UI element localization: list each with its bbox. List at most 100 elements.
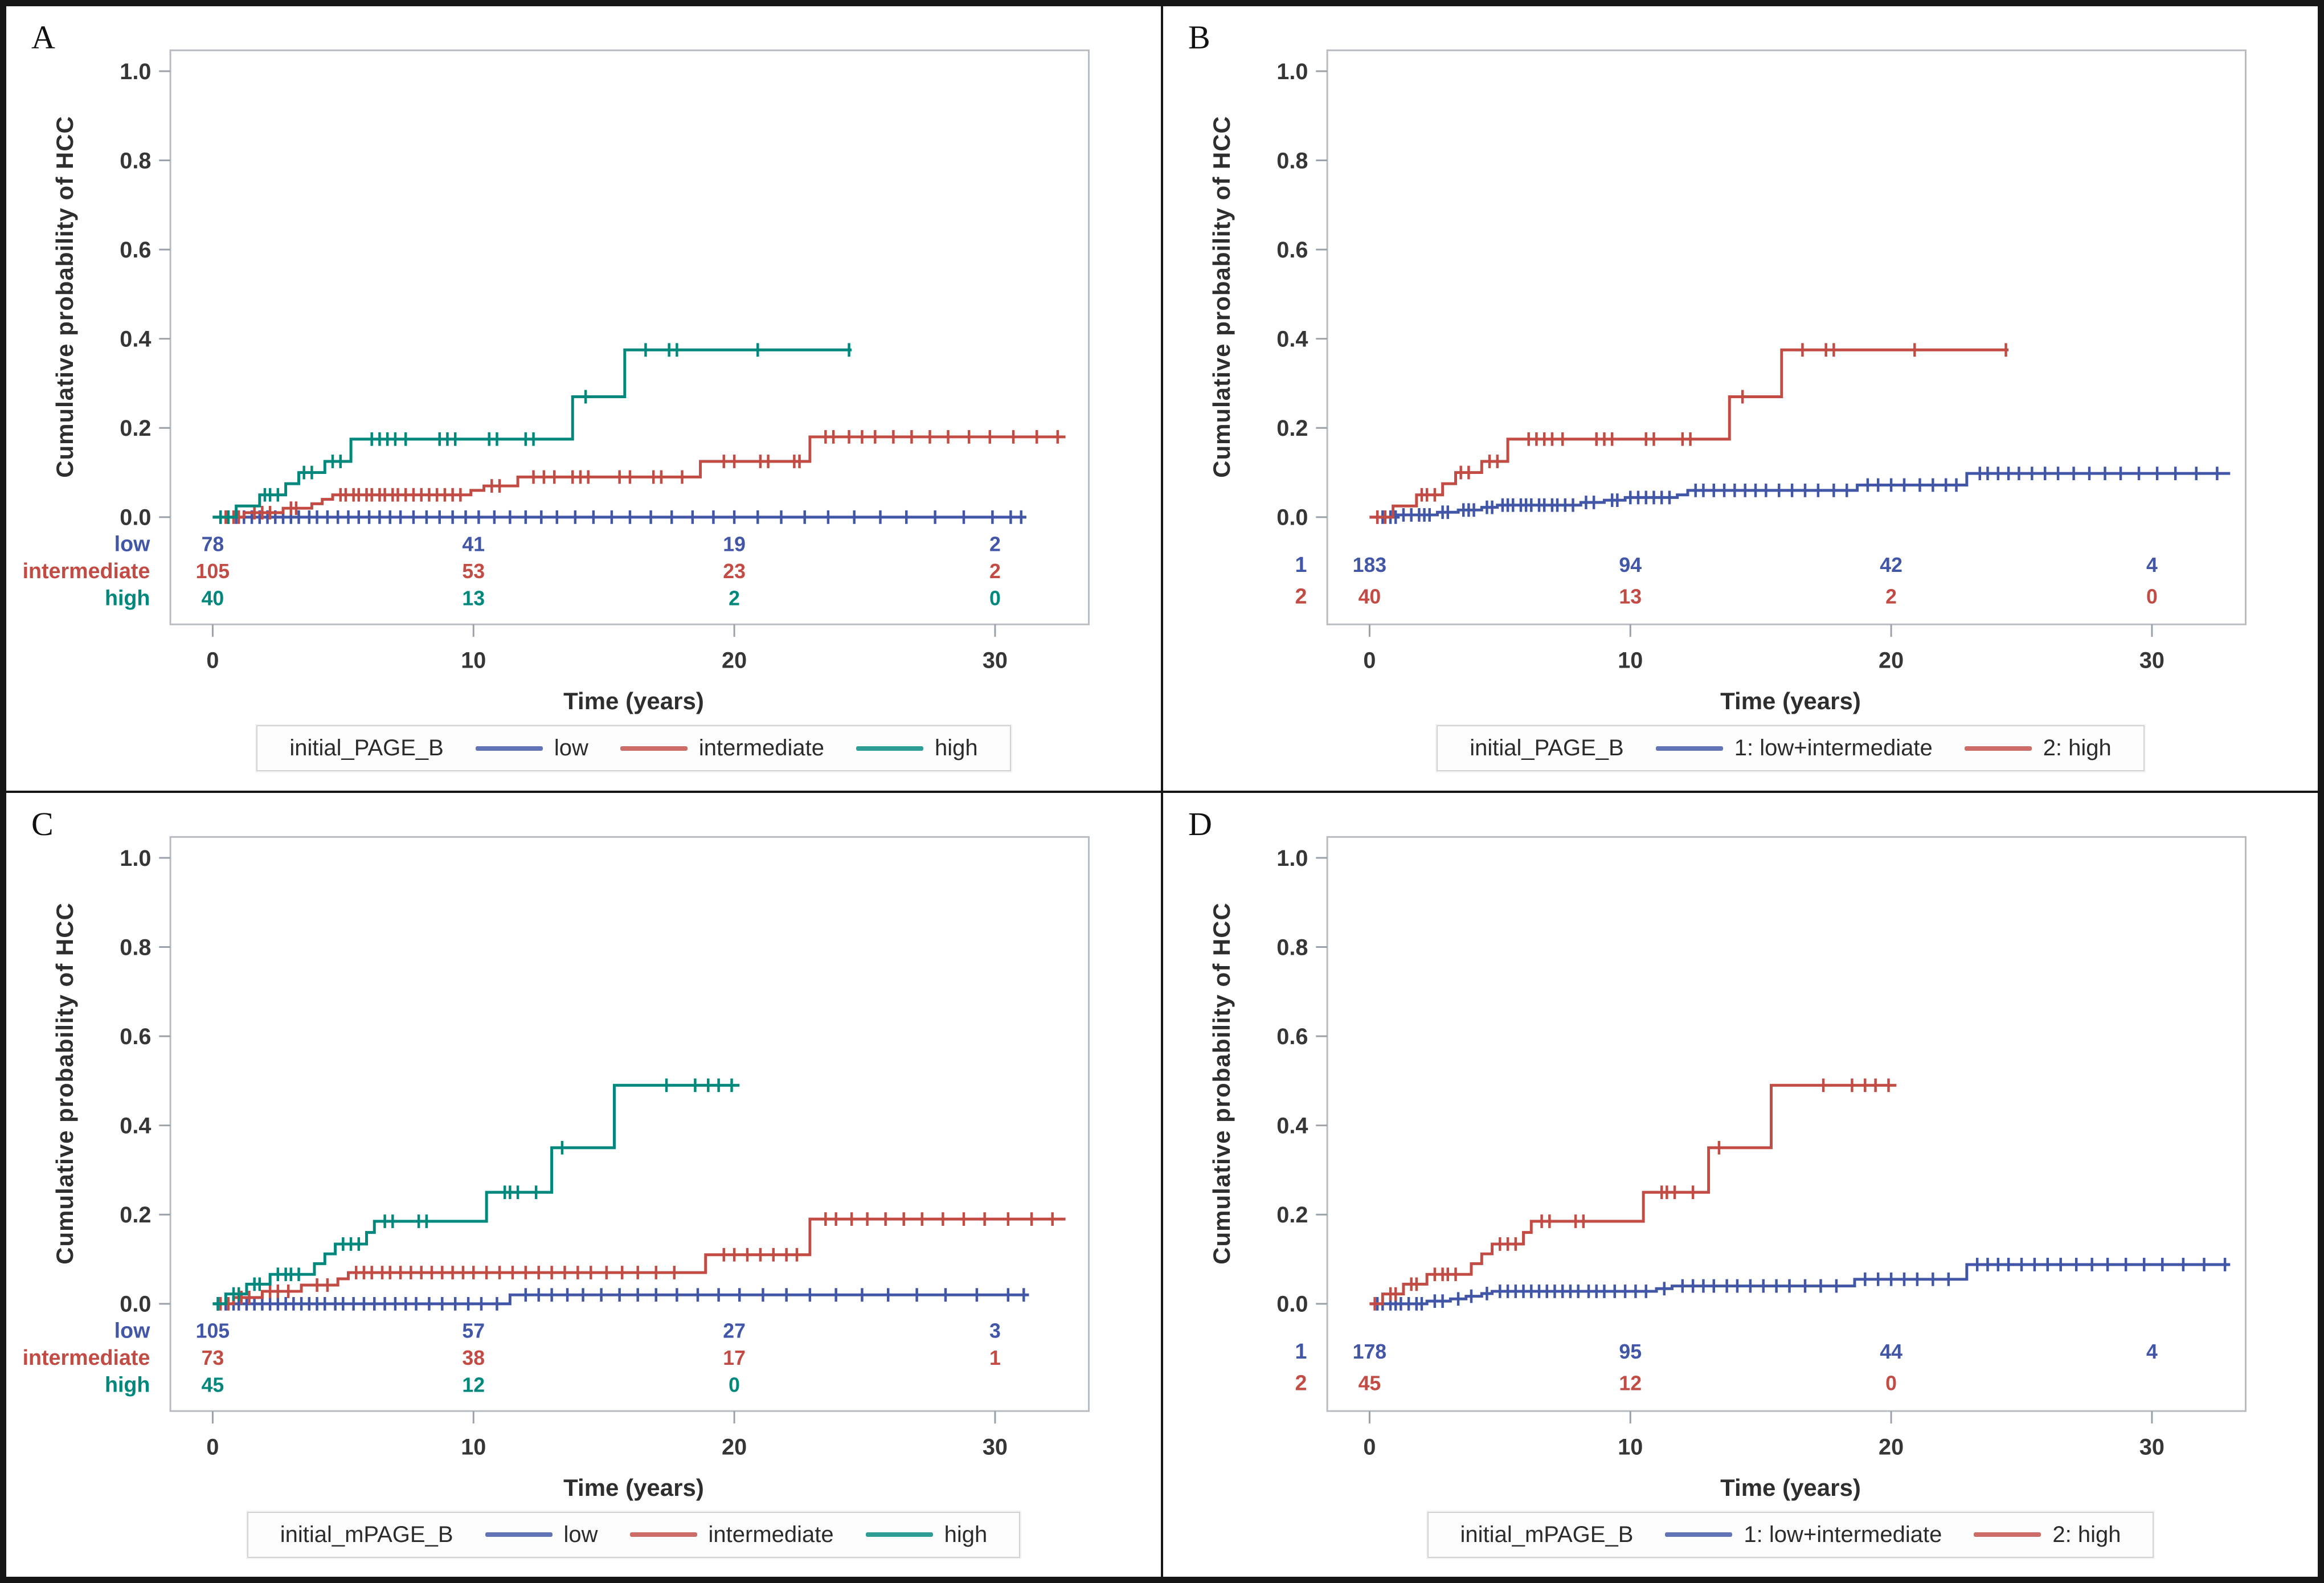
legend-label: low [563,1521,598,1547]
panel-d: D Cumulative probability of HCC 0.0 0.2 0.… [1162,791,2319,1578]
at-risk-count: 38 [462,1346,485,1369]
y-tick-label: 0.6 [1276,1024,1308,1049]
at-risk-count: 19 [723,533,746,555]
x-tick-label: 0 [206,1434,219,1459]
y-tick-label: 0.8 [1276,148,1308,173]
x-tick-label: 30 [983,1434,1008,1459]
at-risk-count: 13 [462,587,485,610]
plot-wall [169,49,1090,625]
at-risk-count: 57 [462,1319,485,1342]
x-tick-label: 10 [1618,1434,1643,1459]
series-curve-low [212,1293,1029,1305]
legend-item: 2: high [1964,735,2112,761]
at-risk-count: 105 [196,1319,230,1342]
censor-ticks-high [219,343,850,524]
at-risk-count: 42 [1880,554,1902,576]
y-tick-label: 1.0 [1276,845,1308,870]
legend-item: 1: low+intermediate [1665,1522,1942,1548]
y-tick-label: 1.0 [120,845,151,870]
legend-item: intermediate [620,735,824,761]
y-tick-label: 1.0 [120,59,151,84]
panel-letter-b: B [1188,19,1210,56]
y-tick-label: 0.2 [120,416,151,441]
legend-item: intermediate [629,1522,834,1548]
x-tick-label: 20 [1879,648,1904,673]
at-risk-row-label: low [114,531,150,555]
censor-ticks-low [216,1287,1025,1311]
y-tick-label: 0.0 [120,505,151,530]
legend-title: initial_mPAGE_B [1460,1521,1634,1547]
plot-wall [1326,49,2247,625]
y-tick-label: 0.6 [1276,238,1308,263]
plot-wall [169,836,1090,1412]
y-tick-label: 0.0 [1276,505,1308,530]
legend-line-swatch [1665,1532,1733,1537]
legend-a: initial_PAGE_B low intermediate high [170,725,1097,771]
x-tick-label: 30 [2139,648,2165,673]
at-risk-count: 23 [723,560,746,583]
plot-area-d: 0.00.20.40.60.81.00 10 20 301 178 95 44 42 45 12 0 [1276,836,2247,1459]
y-tick-label: 0.8 [120,148,151,173]
at-risk-count: 4 [2146,1340,2158,1363]
censor-ticks-high [216,1078,733,1311]
plot-area-b: 0.00.20.40.60.81.00 10 20 301 183 94 42 42 40 13 2… [1276,49,2247,673]
y-tick-label: 0.4 [1276,1113,1308,1138]
y-tick-label: 0.4 [1276,327,1308,352]
x-tick-label: 0 [1363,1434,1376,1459]
at-risk-row-label: intermediate [23,1345,150,1369]
censor-ticks-intermediate [224,430,1059,524]
series-curve-intermediate [212,435,1066,519]
legend-item: low [485,1522,598,1548]
series-curve-1-low-intermediate [1369,472,2231,519]
legend-label: 2: high [2043,735,2112,760]
y-tick-label: 0.2 [1276,1202,1308,1228]
legend-label: high [944,1521,988,1547]
censor-ticks-2-high [1373,1078,1890,1311]
x-tick-label: 20 [722,648,747,673]
legend-label: low [554,735,588,760]
y-tick-label: 0.6 [120,1024,151,1049]
legend-item: high [865,1521,988,1548]
at-risk-count: 45 [202,1373,224,1396]
at-risk-count: 40 [1359,585,1381,608]
at-risk-row-label: low [114,1318,150,1342]
legend-label: intermediate [698,735,825,760]
legend-title: initial_PAGE_B [1470,735,1624,760]
at-risk-count: 12 [462,1373,485,1396]
legend-c: initial_mPAGE_B low intermediate high [170,1511,1097,1558]
at-risk-count: 27 [723,1319,746,1342]
y-tick-label: 0.8 [120,935,151,960]
at-risk-count: 12 [1619,1372,1642,1394]
y-tick-label: 1.0 [1276,59,1308,84]
at-risk-count: 95 [1619,1340,1642,1363]
y-tick-label: 0.4 [120,1113,151,1138]
legend-label: 1: low+intermediate [1734,735,1933,760]
y-tick-label: 0.8 [1276,935,1308,960]
x-axis-title: Time (years) [563,1474,704,1501]
panel-c: C Cumulative probability of HCC 0.0 0.2 0.… [5,791,1162,1578]
y-tick-label: 0.4 [120,327,151,352]
series-curve-high [212,1083,740,1305]
at-risk-count: 73 [202,1346,224,1369]
legend-item: low [475,735,588,761]
at-risk-row-label: high [105,586,150,610]
x-tick-label: 10 [461,1434,486,1459]
legend-line-swatch [620,746,688,751]
legend-title: initial_mPAGE_B [280,1521,453,1547]
at-risk-count: 94 [1619,554,1642,576]
legend-item: high [856,735,978,761]
panel-letter-d: D [1188,805,1212,842]
censor-ticks-intermediate [219,1212,1054,1311]
x-tick-label: 20 [1879,1434,1904,1459]
at-risk-count: 17 [723,1346,746,1369]
panel-b: B Cumulative probability of HCC 0.0 0.2 0.… [1162,5,2319,792]
at-risk-count: 78 [202,533,224,555]
legend-title: initial_PAGE_B [289,735,444,760]
x-axis-title: Time (years) [1720,688,1861,714]
at-risk-count: 45 [1359,1372,1381,1394]
at-risk-count: 2 [989,533,1001,555]
at-risk-count: 4 [2146,554,2158,576]
